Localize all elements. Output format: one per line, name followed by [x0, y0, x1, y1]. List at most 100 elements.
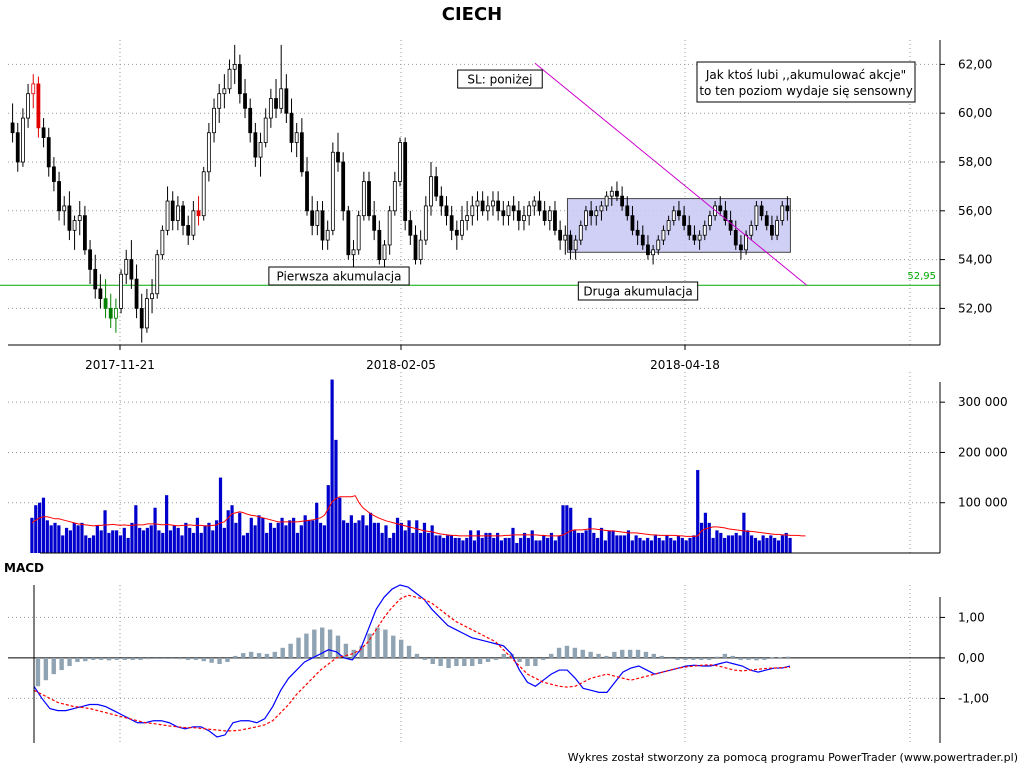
- macd-histogram-bar: [643, 651, 649, 658]
- candle-body: [449, 215, 454, 231]
- macd-histogram-bar: [762, 657, 767, 660]
- volume-bar: [311, 520, 315, 553]
- volume-bar: [707, 522, 711, 553]
- macd-panel: MACD -1,00 0,00 1,00: [4, 561, 989, 743]
- macd-y-tick-label: 1,00: [958, 610, 985, 624]
- macd-histogram-bar: [572, 647, 578, 658]
- macd-histogram-bar: [683, 657, 688, 660]
- volume-bar: [88, 537, 92, 553]
- macd-histogram-bar: [612, 651, 617, 658]
- macd-histogram-bar: [485, 657, 491, 662]
- volume-bar: [449, 535, 454, 553]
- candle-body: [325, 229, 330, 241]
- volume-bar: [661, 540, 665, 553]
- volume-bar: [634, 535, 638, 553]
- volume-bar: [445, 535, 450, 553]
- volume-y-tick-label: 300 000: [958, 395, 1008, 409]
- macd-histogram-bar: [248, 651, 254, 658]
- volume-bar: [203, 525, 207, 553]
- candle-body: [52, 166, 56, 182]
- volume-bar: [168, 530, 173, 553]
- macd-histogram-bar: [319, 627, 325, 658]
- annotation-accumulation-note-box: [696, 61, 916, 103]
- volume-bar: [276, 522, 280, 553]
- volume-bar: [565, 505, 569, 553]
- volume-bar: [630, 540, 634, 553]
- volume-bar: [588, 517, 592, 553]
- candle-body: [522, 215, 526, 221]
- macd-histogram-bar: [114, 657, 120, 660]
- volume-bar: [261, 517, 265, 553]
- volume-bar: [596, 537, 600, 553]
- macd-histogram-bar: [375, 627, 380, 658]
- macd-histogram-bar: [675, 657, 680, 660]
- volume-bar: [749, 535, 754, 553]
- macd-histogram-bar: [422, 657, 428, 660]
- candle-body: [594, 210, 599, 217]
- candle-body: [723, 210, 728, 221]
- volume-bar: [411, 532, 415, 553]
- volume-bar: [122, 527, 126, 553]
- volume-bar: [603, 540, 607, 553]
- candle-body: [537, 200, 542, 212]
- candle-body: [651, 249, 656, 256]
- candle-body: [387, 210, 392, 246]
- macd-histogram-bar: [470, 657, 475, 667]
- volume-bar: [572, 530, 577, 553]
- volume-bars: [30, 379, 792, 553]
- volume-bar: [488, 532, 492, 553]
- volume-bar: [84, 535, 88, 553]
- volume-bar: [272, 527, 276, 553]
- candle-body: [413, 234, 418, 260]
- volume-bar: [334, 439, 338, 553]
- candle-body: [718, 205, 723, 212]
- annotation-accumulation-note: Jak ktoś lubi ,,akumulować akcje": [705, 68, 906, 82]
- candle-body: [764, 215, 769, 226]
- macd-histogram-bar: [67, 657, 72, 667]
- candle-body: [775, 220, 779, 236]
- footer-credit: Wykres został stworzony za pomocą progra…: [568, 751, 1018, 764]
- volume-bar: [422, 522, 427, 553]
- volume-bar: [349, 515, 353, 553]
- candle-body: [46, 137, 51, 168]
- annotation-first-accumulation-box: [268, 266, 410, 286]
- macd-histogram-bar: [556, 647, 562, 658]
- volume-bar: [103, 510, 107, 553]
- volume-bar: [522, 532, 527, 553]
- volume-bar: [288, 520, 292, 553]
- macd-histogram-bar: [714, 656, 720, 658]
- candle-body: [227, 68, 232, 90]
- macd-histogram-bar: [280, 647, 285, 658]
- candle-body: [232, 64, 237, 70]
- macd-histogram-bar: [659, 655, 664, 658]
- volume-y-tick-label: 200 000: [958, 445, 1008, 459]
- volume-bar: [730, 535, 734, 553]
- chart-title: CIECH: [442, 4, 502, 25]
- candle-body: [72, 220, 77, 231]
- macd-histogram-bar: [351, 649, 356, 658]
- volume-bar: [680, 537, 684, 553]
- volume-bar: [299, 525, 303, 553]
- volume-bar: [746, 530, 750, 553]
- support-level-label: 52,95: [907, 271, 936, 282]
- volume-bar: [553, 540, 557, 553]
- volume-bar: [126, 537, 130, 553]
- volume-bar: [415, 520, 419, 553]
- macd-histogram-bar: [193, 657, 199, 660]
- macd-histogram-bar: [477, 657, 483, 664]
- macd-histogram-bar: [651, 653, 657, 658]
- volume-bar: [176, 527, 180, 553]
- macd-histogram-bar: [343, 643, 349, 658]
- volume-bar: [114, 530, 119, 553]
- annotation-second-accumulation-box: [577, 281, 699, 301]
- candle-body: [315, 210, 320, 226]
- candle-body: [661, 229, 666, 241]
- volume-bar: [53, 522, 57, 553]
- volume-bar: [368, 512, 373, 553]
- macd-histogram-bar: [517, 657, 522, 662]
- candle-body: [26, 93, 30, 119]
- volume-bar: [91, 535, 96, 553]
- candle-body: [780, 205, 785, 221]
- volume-bar: [218, 477, 223, 553]
- price-axis: 52,00 54,00 56,00 58,00 60,00 62,00 2017-11-21…: [8, 40, 992, 372]
